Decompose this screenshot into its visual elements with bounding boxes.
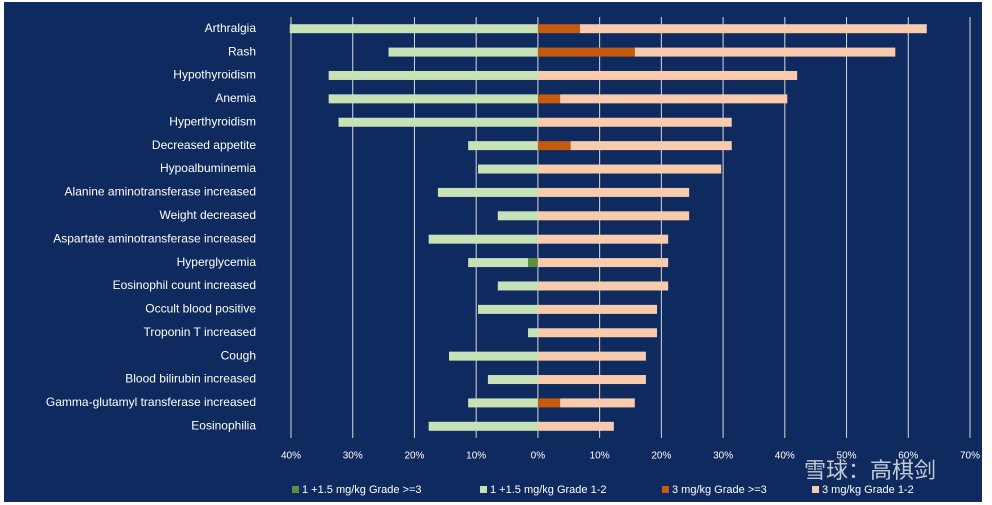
bar [478,304,538,314]
x-tick-label: 40% [281,451,301,462]
y-tick-label: Cough [221,348,256,362]
bar [528,258,538,268]
y-tick-label: Aspartate aminotransferase increased [53,231,256,245]
legend-swatch [662,486,669,493]
x-tick-label: 20% [651,451,671,462]
bar [537,94,561,104]
bar [537,70,798,80]
y-tick-label: Troponin T increased [143,325,256,339]
bar [478,164,538,174]
y-tick-label: Decreased appetite [152,138,256,152]
x-tick-label: 20% [404,451,424,462]
bar [537,375,646,385]
y-tick-label: Gamma-glutamyl transferase increased [46,395,256,409]
y-tick-label: Rash [228,44,256,58]
bar [289,24,538,34]
bar [537,351,646,361]
legend-label: 3 mg/kg Grade >=3 [672,484,767,496]
bar [437,187,538,197]
bar [537,211,690,221]
bar [537,328,658,338]
bar [428,234,538,244]
bar [537,258,669,268]
bar [487,375,538,385]
bar [537,281,669,291]
y-tick-label: Anemia [215,91,256,105]
bar [537,187,690,197]
bar [497,211,538,221]
bar [537,304,658,314]
y-tick-label: Alanine aminotransferase increased [65,185,256,199]
y-tick-label: Hypoalbuminemia [160,161,256,175]
legend-label: 3 mg/kg Grade 1-2 [822,484,914,496]
bar [468,258,529,268]
y-tick-label: Blood bilirubin increased [125,372,256,386]
y-tick-label: Hypothyroidism [173,68,256,82]
bar [537,47,635,57]
x-tick-label: 60% [898,451,918,462]
bar [537,398,561,408]
y-tick-label: Weight decreased [159,208,256,222]
bar [328,94,538,104]
legend-label: 1 +1.5 mg/kg Grade >=3 [302,484,422,496]
bar [388,47,538,57]
x-tick-label: 0% [531,451,546,462]
x-tick-label: 30% [713,451,733,462]
bar [468,141,538,151]
bar [579,24,927,34]
y-tick-label: Hyperthyroidism [169,114,256,128]
x-tick-label: 50% [837,451,857,462]
bar [537,234,669,244]
y-tick-label: Occult blood positive [145,302,256,316]
x-tick-label: 70% [960,451,980,462]
y-tick-label: Hyperglycemia [177,255,257,269]
bar [497,281,538,291]
y-tick-label: Eosinophil count increased [113,278,256,292]
bar [328,70,538,80]
bar [537,421,614,431]
chart-background [4,2,982,502]
legend-swatch [292,486,299,493]
legend-swatch [812,486,819,493]
bar [560,94,788,104]
bar [570,141,732,151]
bar [634,47,896,57]
bar [537,141,571,151]
y-tick-label: Eosinophilia [191,418,256,432]
y-tick-label: Arthralgia [205,21,257,35]
x-tick-label: 10% [466,451,486,462]
x-tick-label: 10% [590,451,610,462]
bar [338,117,538,127]
watermark: 雪球：高棋剑 [804,458,936,483]
legend-label: 1 +1.5 mg/kg Grade 1-2 [490,484,606,496]
bar [449,351,538,361]
bar [537,24,580,34]
bar [428,421,538,431]
bar [537,164,722,174]
x-tick-label: 30% [343,451,363,462]
legend-swatch [480,486,487,493]
bar [528,328,538,338]
x-tick-label: 40% [775,451,795,462]
bar [468,398,538,408]
bar [537,117,732,127]
bar [560,398,635,408]
